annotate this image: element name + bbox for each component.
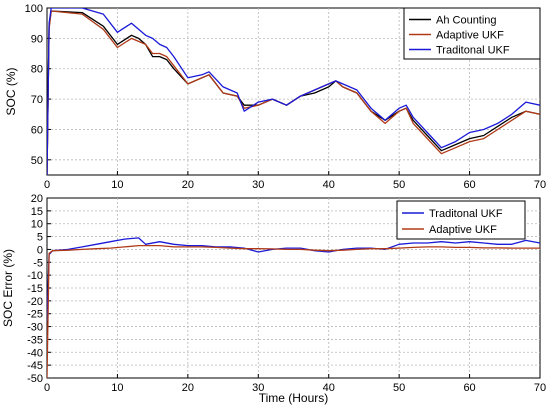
- x-tick-label: 40: [323, 382, 335, 394]
- soc-error-panel: 0 10 20 30 40 50 60 70-50-45-40-35-30-25-20-15-…: [1, 193, 546, 405]
- y-tick-label: 80: [31, 64, 43, 76]
- y-tick-label: -50: [27, 373, 43, 385]
- x-tick-label: 50: [393, 179, 405, 191]
- y-tick-label: -25: [27, 309, 43, 321]
- y-tick-label: -35: [27, 334, 43, 346]
- y-tick-label: 10: [31, 219, 43, 231]
- y-tick-label: -5: [33, 257, 43, 269]
- y-tick-label: -30: [27, 322, 43, 334]
- y-tick-label: 100: [25, 3, 43, 15]
- y-tick-label: 50: [31, 155, 43, 167]
- y-tick-label: 20: [31, 193, 43, 205]
- x-tick-label: 0: [44, 382, 50, 394]
- series-line-adaptive-ukf: [47, 244, 540, 378]
- x-tick-label: 50: [393, 382, 405, 394]
- x-tick-label: 70: [534, 179, 546, 191]
- legend: Ah Counting Adaptive UKF Traditonal UKF: [403, 7, 541, 60]
- x-tick-label: 30: [252, 179, 264, 191]
- series-lines: [47, 237, 540, 378]
- y-tick-label: 70: [31, 94, 43, 106]
- legend-entry: Traditonal UKF: [429, 208, 503, 220]
- y-tick-label: 60: [31, 124, 43, 136]
- x-tick-label: 10: [111, 382, 123, 394]
- x-tick-label: 60: [463, 179, 475, 191]
- y-tick-label: -10: [27, 270, 43, 282]
- x-tick-label: 30: [252, 382, 264, 394]
- series-line-traditonal-ukf: [47, 8, 540, 175]
- y-tick-label: -15: [27, 283, 43, 295]
- legend-entry: Traditonal UKF: [436, 45, 510, 57]
- legend: Traditonal UKF Adaptive UKF: [396, 200, 526, 240]
- x-tick-label: 0: [44, 179, 50, 191]
- legend-entry: Adaptive UKF: [429, 224, 497, 236]
- legend-box: [403, 7, 541, 60]
- series-lines: [47, 8, 540, 175]
- y-tick-label: 5: [37, 232, 43, 244]
- x-tick-label: 60: [463, 382, 475, 394]
- y-tick-label: -45: [27, 360, 43, 372]
- x-tick-label: 40: [323, 179, 335, 191]
- x-tick-label: 20: [182, 179, 194, 191]
- legend-box: [396, 200, 526, 240]
- x-tick-label: 70: [534, 382, 546, 394]
- y-tick-label: 15: [31, 206, 43, 218]
- legend-entry: Adaptive UKF: [436, 30, 504, 42]
- legend-entry: Ah Counting: [436, 15, 497, 27]
- x-tick-label: 10: [111, 179, 123, 191]
- y-tick-label: -20: [27, 296, 43, 308]
- y-axis-label: SOC Error (%): [1, 249, 15, 327]
- y-tick-label: 90: [31, 33, 43, 45]
- y-axis-label: SOC (%): [4, 67, 18, 115]
- x-tick-label: 20: [182, 382, 194, 394]
- y-tick-label: -40: [27, 347, 43, 359]
- soc-panel: 0 10 20 30 40 50 60 70 50 60 70 80 90 100 SOC (%) Ah Co…: [4, 3, 546, 191]
- y-tick-label: 0: [37, 244, 43, 256]
- x-axis-label: Time (Hours): [259, 391, 329, 405]
